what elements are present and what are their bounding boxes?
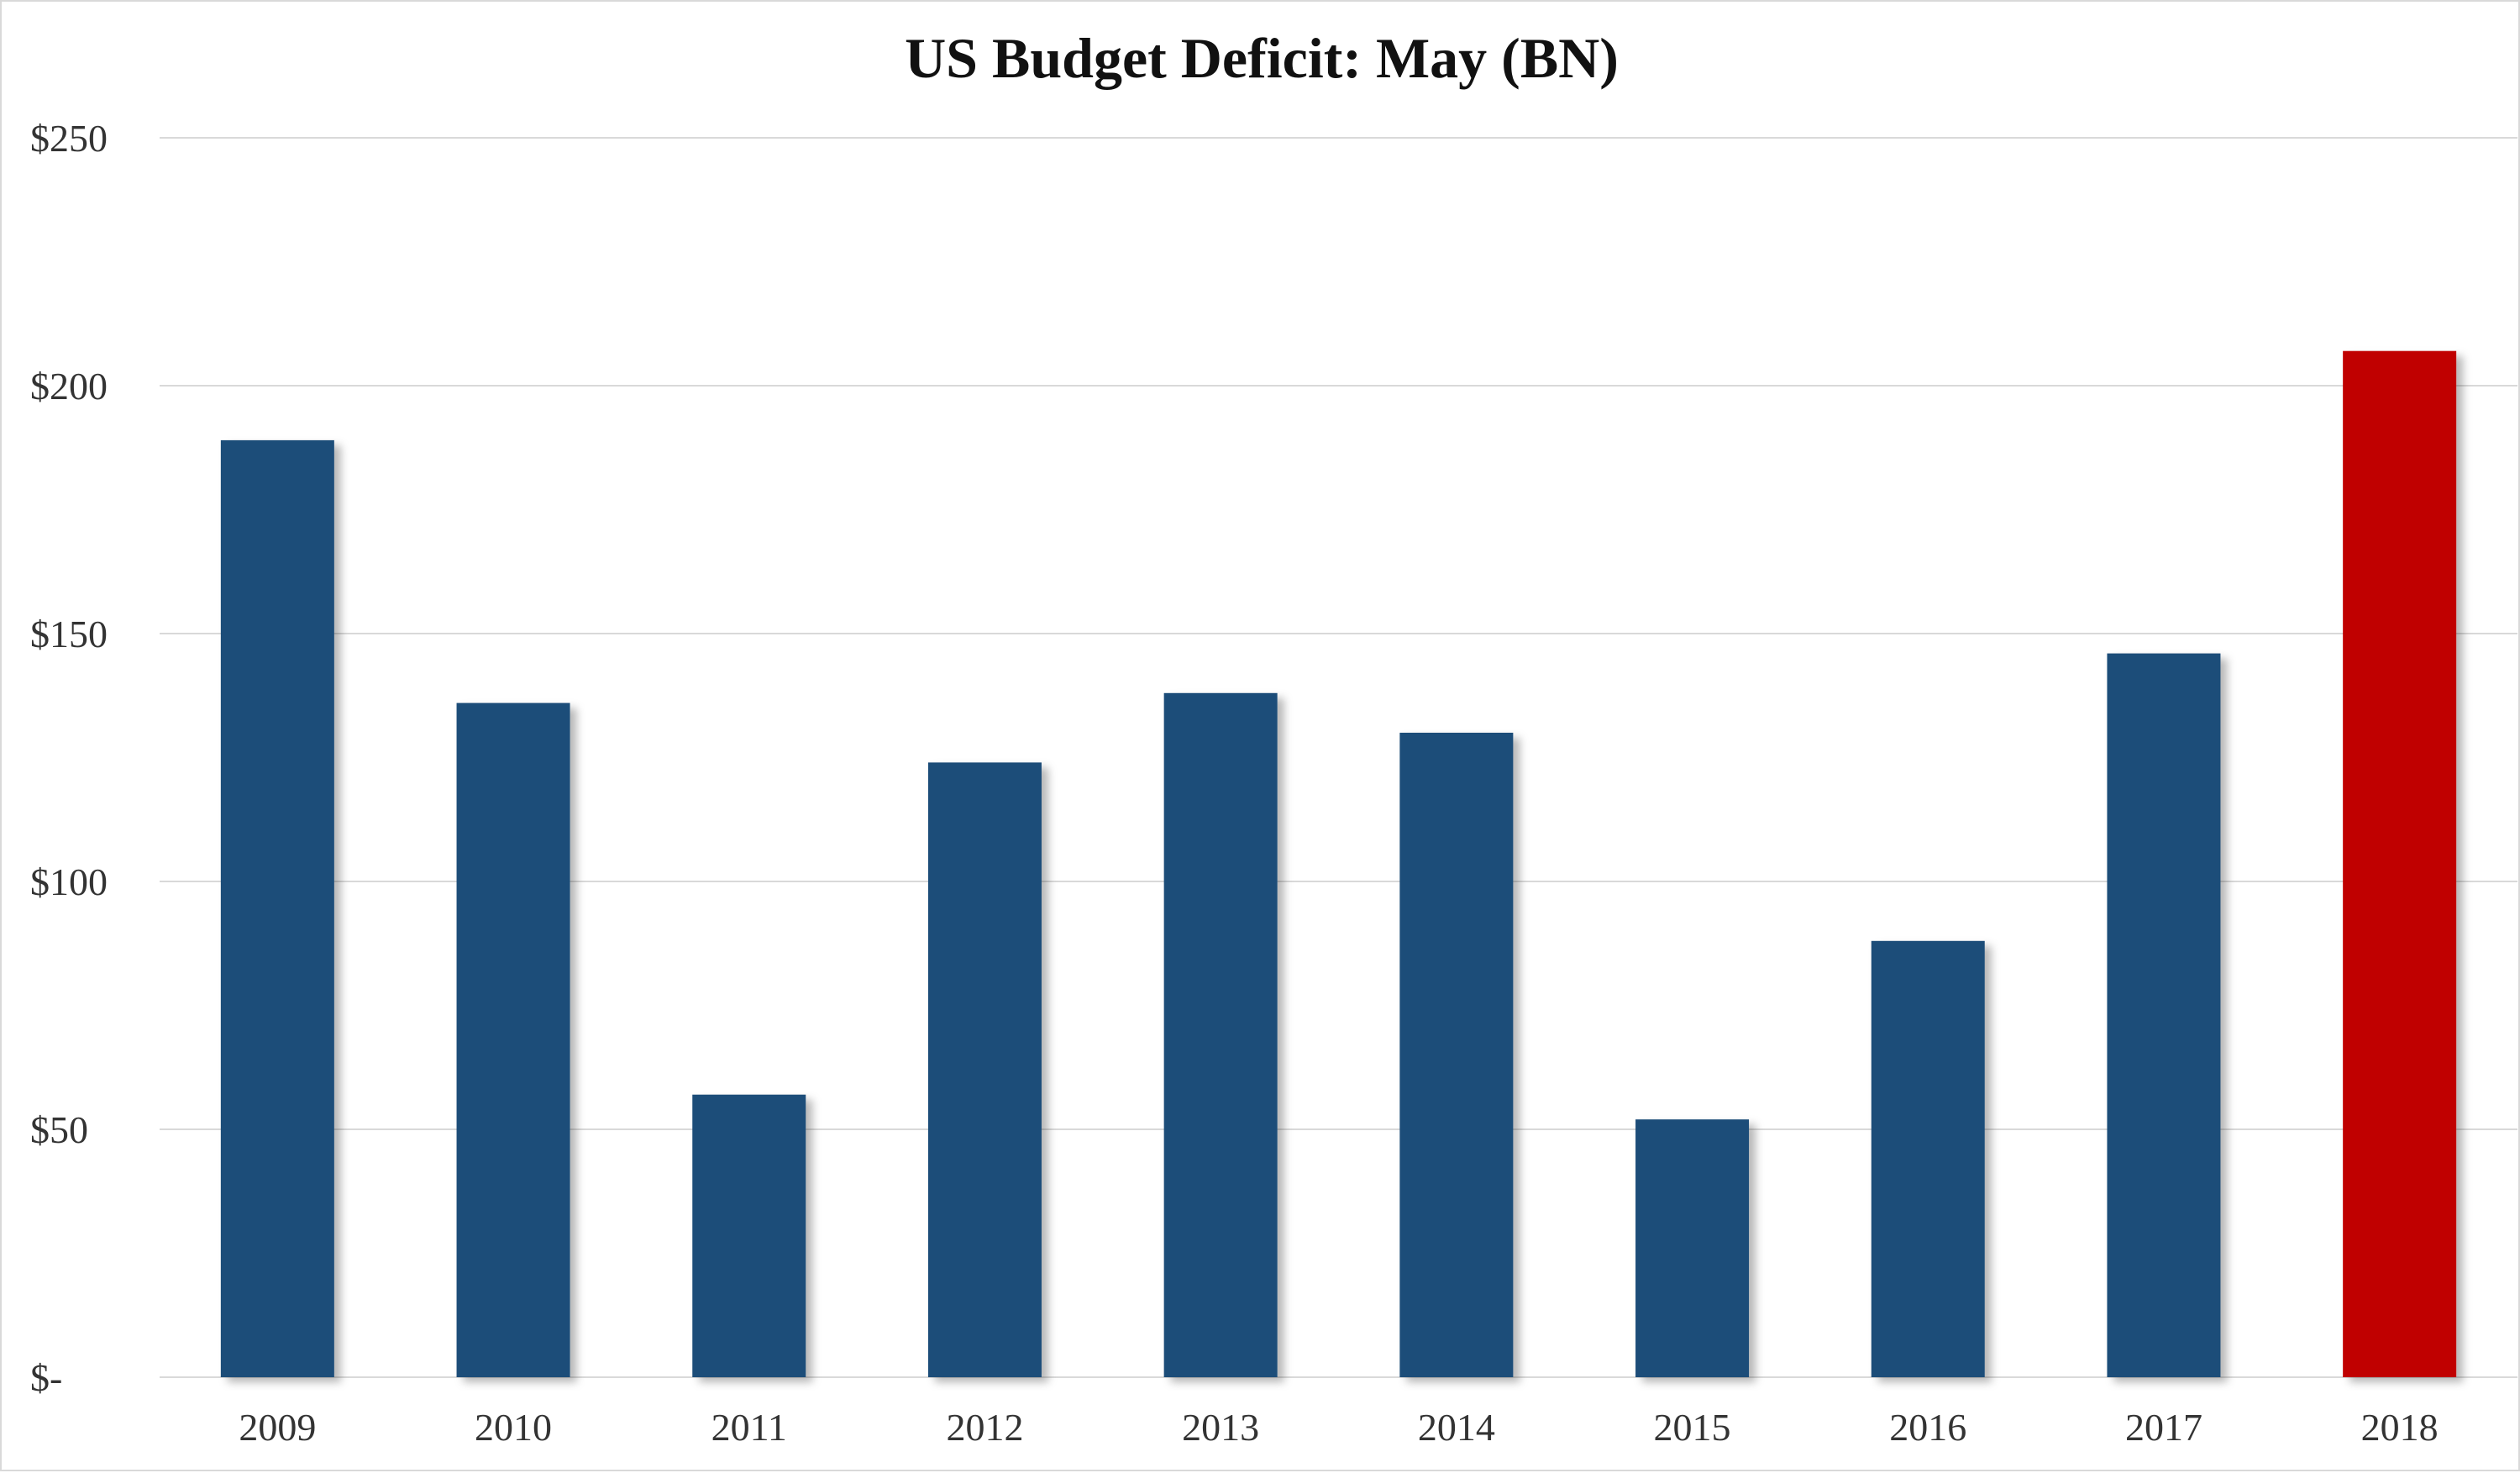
x-tick-label: 2012: [946, 1406, 1023, 1449]
bar-2011: [692, 1094, 806, 1377]
y-tick-label: $100: [30, 860, 108, 903]
bar-2013: [1163, 692, 1278, 1377]
bar-2016: [1871, 940, 1985, 1377]
bar-2009: [220, 439, 334, 1377]
bar-2014: [1399, 733, 1514, 1377]
y-tick-label: $250: [30, 117, 108, 160]
x-tick-label: 2010: [475, 1406, 552, 1449]
x-tick-label: 2014: [1418, 1406, 1495, 1449]
x-tick-label: 2009: [239, 1406, 316, 1449]
x-tick-label: 2017: [2125, 1406, 2202, 1449]
bar-2015: [1635, 1119, 1750, 1377]
y-tick-label: $-: [30, 1356, 62, 1399]
x-tick-label: 2018: [2361, 1406, 2439, 1449]
bar-2017: [2107, 653, 2221, 1377]
y-tick-label: $50: [30, 1108, 88, 1151]
x-tick-label: 2016: [1889, 1406, 1966, 1449]
bar-2012: [927, 762, 1042, 1377]
x-tick-label: 2013: [1182, 1406, 1259, 1449]
x-tick-label: 2011: [711, 1406, 787, 1449]
y-tick-label: $150: [30, 613, 108, 655]
x-tick-label: 2015: [1654, 1406, 1731, 1449]
y-tick-label: $200: [30, 365, 108, 408]
chart-title: US Budget Deficit: May (BN): [905, 26, 1619, 90]
bar-2018: [2343, 350, 2457, 1378]
bar-2010: [456, 702, 570, 1377]
